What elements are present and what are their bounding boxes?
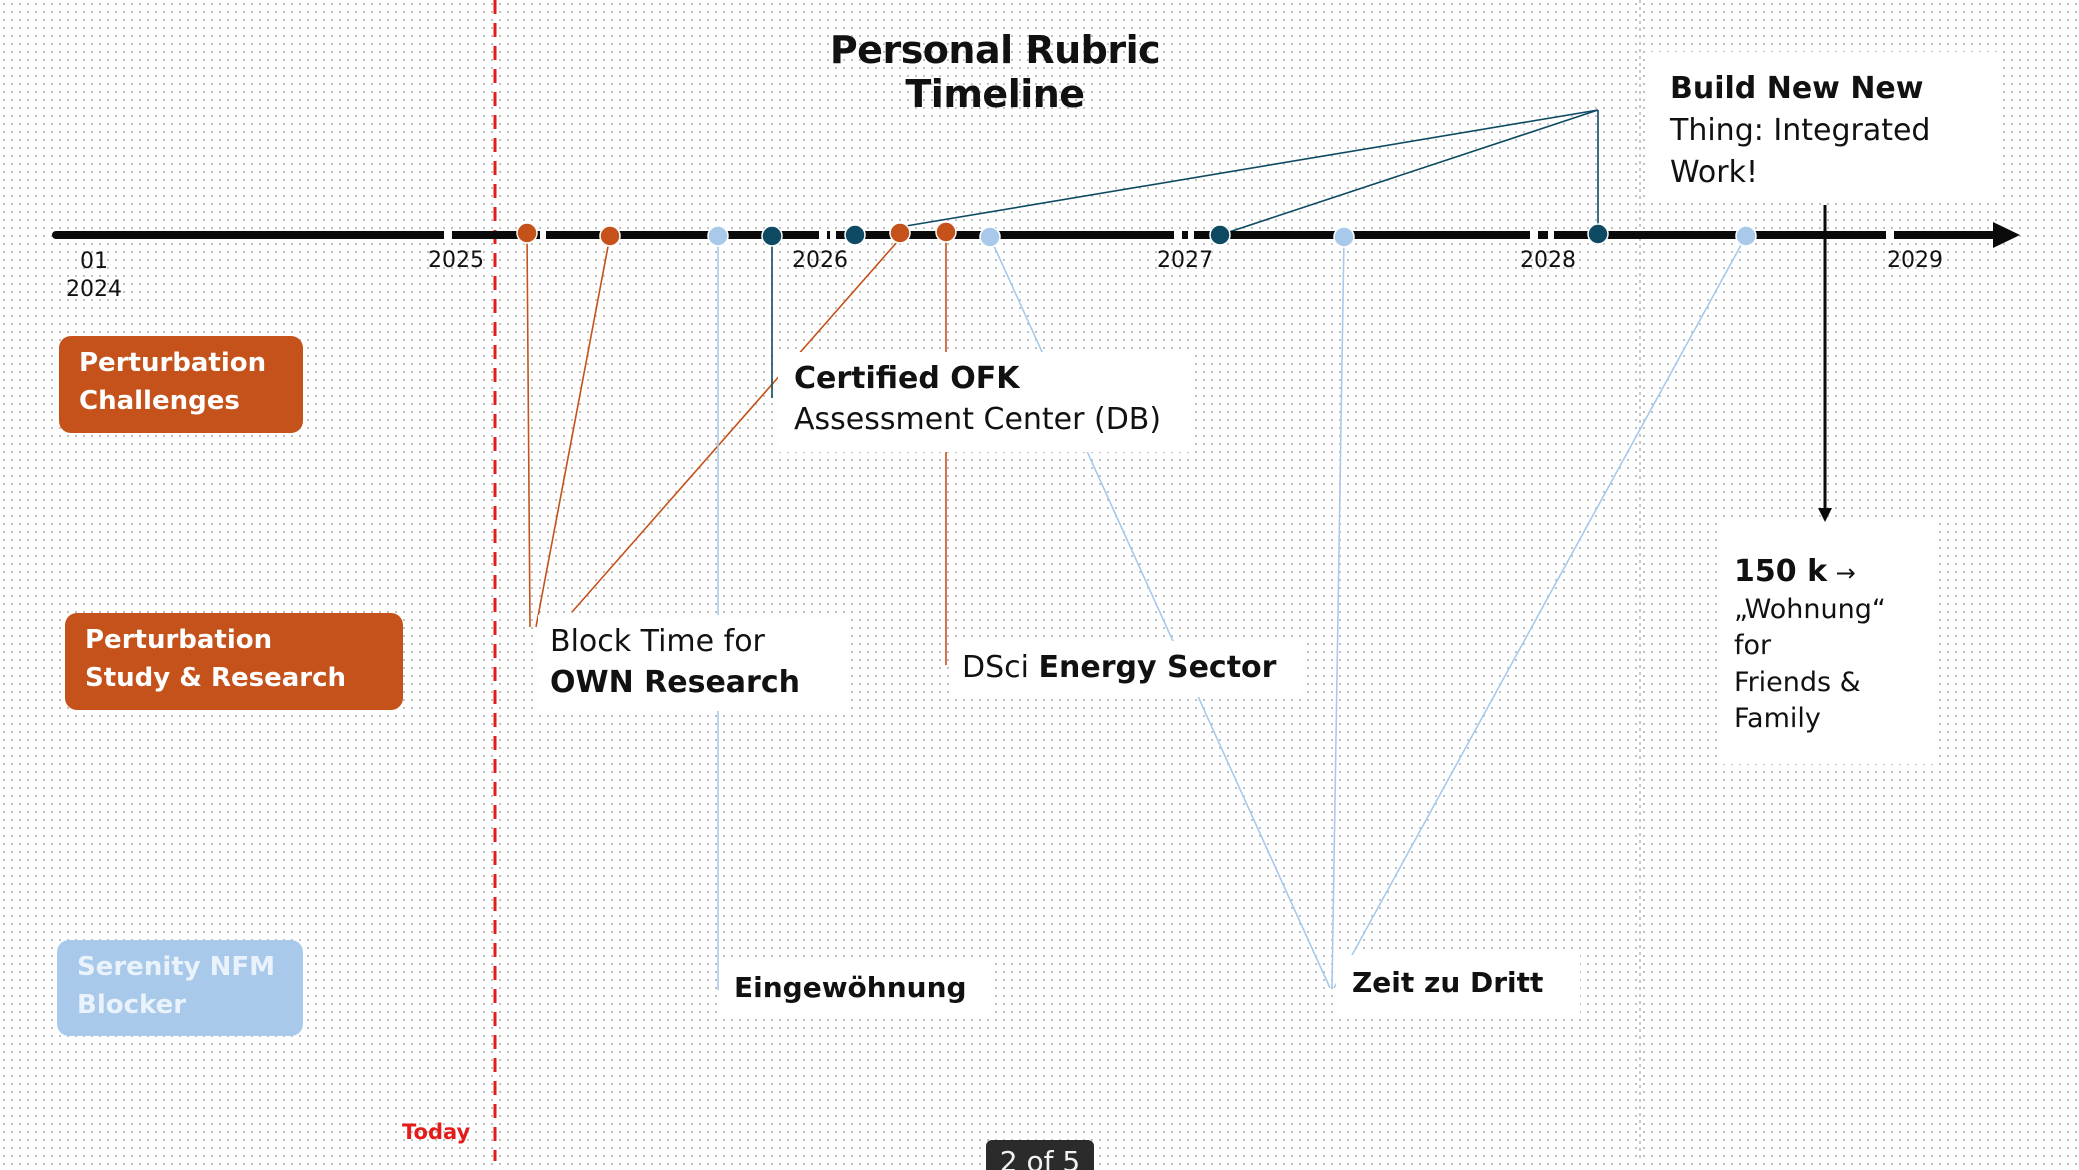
event-build-title: Build New New — [1670, 71, 1924, 106]
milestone-light — [1333, 226, 1355, 248]
event-wohnung-line4: Friends & — [1734, 666, 1861, 698]
event-dsci-prefix: DSci — [962, 650, 1039, 685]
track-tag-challenges-line1: Perturbation — [79, 348, 267, 378]
connector-teal-2 — [899, 109, 1599, 228]
event-dsci-title: Energy Sector — [1038, 650, 1277, 685]
event-card-ofk: Certified OFK Assessment Center (DB) — [778, 352, 1190, 452]
event-build-line3: Work! — [1670, 155, 1758, 190]
event-ofk-line2: Assessment Center (DB) — [794, 402, 1162, 437]
track-tag-blocker-line2: Blocker — [77, 990, 187, 1020]
connector-light-3 — [1331, 236, 1345, 989]
axis-label-start: 01 2024 — [66, 248, 122, 304]
event-block-line1: Block Time for — [550, 624, 765, 659]
milestone-orange — [935, 221, 957, 243]
event-wohnung-line2: „Wohnung“ — [1734, 593, 1886, 625]
track-tag-blocker: Serenity NFM Blocker — [57, 940, 303, 1036]
milestone-orange — [599, 225, 621, 247]
event-block-title: OWN Research — [550, 665, 800, 700]
milestone-teal — [761, 225, 783, 247]
axis-arrowhead — [1993, 222, 2020, 248]
connector-light-4 — [1333, 235, 1747, 989]
event-card-wohnung: 150 k → „Wohnung“ for Friends & Family — [1722, 520, 1936, 764]
event-card-dsci: DSci Energy Sector — [950, 641, 1302, 697]
track-tag-study-line2: Study & Research — [85, 663, 347, 693]
event-zeit-title: Zeit zu Dritt — [1352, 966, 1544, 999]
track-tag-study-line1: Perturbation — [85, 625, 273, 655]
event-card-block-time: Block Time for OWN Research — [538, 615, 850, 711]
axis-label-start-month: 01 — [80, 249, 108, 274]
track-tag-challenges-line2: Challenges — [79, 386, 240, 416]
event-card-build: Build New New Thing: Integrated Work! — [1650, 52, 2002, 202]
event-card-zeit: Zeit zu Dritt — [1336, 955, 1580, 1013]
axis-label-start-year: 2024 — [66, 277, 122, 302]
milestone-orange — [889, 222, 911, 244]
track-tag-study: Perturbation Study & Research — [65, 613, 403, 710]
axis-label-year: 2025 — [428, 248, 484, 273]
milestone-teal — [1209, 224, 1231, 246]
page-indicator[interactable]: 2 of 5 — [986, 1140, 1094, 1170]
event-eingewoehnung-title: Eingewöhnung — [734, 971, 967, 1004]
event-card-eingewoehnung: Eingewöhnung — [720, 960, 990, 1016]
event-ofk-title: Certified OFK — [794, 361, 1020, 396]
today-label: Today — [402, 1120, 471, 1144]
timeline-axis — [52, 222, 2020, 248]
event-wohnung-line3: for — [1734, 630, 1772, 661]
slide-title: Personal Rubric Timeline — [829, 28, 1161, 116]
event-wohnung-line5: Family — [1734, 703, 1821, 734]
milestone-orange — [516, 222, 538, 244]
milestone-light — [707, 225, 729, 247]
connector-orange-3 — [571, 232, 906, 613]
milestone-teal — [844, 224, 866, 246]
arrow-right-icon: → — [1835, 559, 1856, 587]
milestone-light — [1735, 225, 1757, 247]
milestones — [516, 221, 1757, 248]
connector-teal-3 — [1219, 109, 1599, 236]
event-build-line2: Thing: Integrated — [1670, 113, 1931, 148]
axis-label-year: 2026 — [792, 248, 848, 273]
milestone-light — [979, 226, 1001, 248]
connector-orange-2 — [535, 235, 611, 628]
track-tag-challenges: Perturbation Challenges — [59, 336, 303, 433]
axis-label-year: 2027 — [1157, 248, 1213, 273]
milestone-teal — [1587, 223, 1609, 245]
track-tag-blocker-line1: Serenity NFM — [77, 952, 276, 982]
event-wohnung-amount: 150 k — [1734, 554, 1828, 589]
connector-orange-1 — [526, 232, 531, 628]
axis-label-year: 2029 — [1887, 248, 1943, 273]
axis-label-year: 2028 — [1520, 248, 1576, 273]
